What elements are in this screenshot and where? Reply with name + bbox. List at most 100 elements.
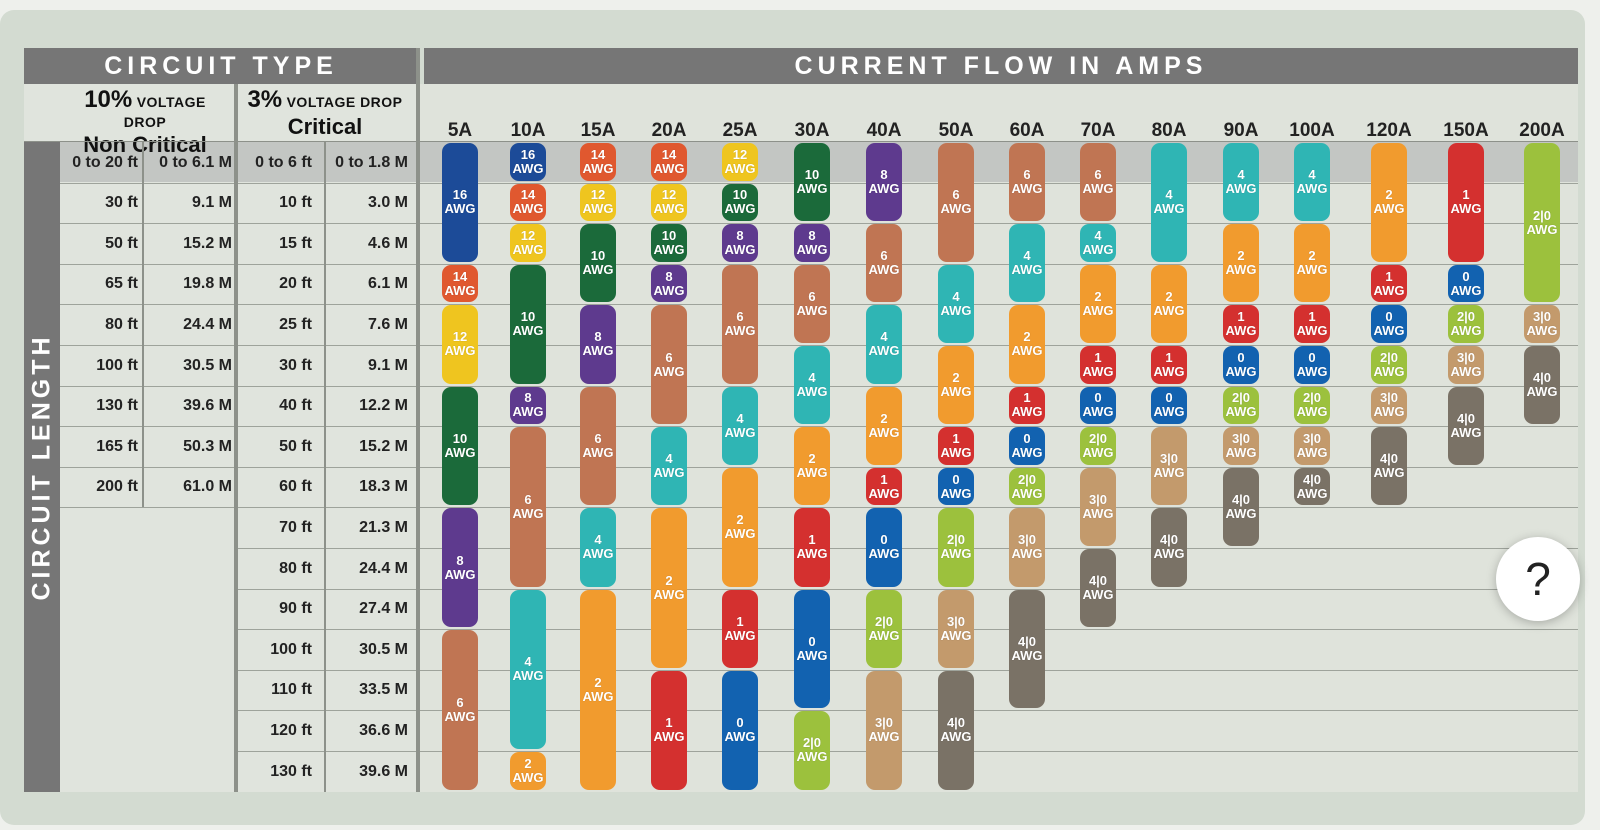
gauge-segment: 10 AWG	[442, 386, 478, 506]
gauge-segment: 4 AWG	[1009, 224, 1045, 303]
gauge-unit: AWG	[1011, 343, 1043, 359]
gauge-value: 4	[524, 654, 532, 670]
non-critical-label: Non Critical	[83, 132, 207, 157]
length-cell: 80 ft	[279, 559, 312, 577]
gauge-unit: AWG	[582, 262, 614, 278]
gauge-value: 2	[1308, 248, 1316, 264]
gauge-segment: 1 AWG	[1294, 305, 1330, 343]
length-cell: 24.4 M	[359, 559, 408, 577]
gauge-unit: AWG	[796, 181, 828, 197]
gauge-unit: AWG	[868, 262, 900, 278]
critical-label: Critical	[287, 114, 363, 139]
gauge-value: 4	[665, 451, 673, 467]
gauge-unit: AWG	[1153, 201, 1185, 217]
gauge-unit: AWG	[1225, 181, 1257, 197]
length-cell: 90 ft	[279, 600, 312, 618]
gauge-value: 3|0	[1456, 349, 1476, 365]
gauge-value: 2	[808, 451, 816, 467]
gauge-value: 8	[808, 227, 816, 243]
gauge-segment: 8 AWG	[442, 508, 478, 628]
gauge-segment: 6 AWG	[938, 143, 974, 262]
gauge-unit: AWG	[1526, 323, 1558, 339]
gauge-value: 3|0	[1379, 390, 1399, 406]
gauge-value: 10	[732, 187, 748, 203]
gauge-value: 4	[1023, 248, 1031, 264]
length-cell: 33.5 M	[359, 681, 408, 699]
gauge-value: 1	[1165, 349, 1173, 365]
gauge-value: 3|0	[1231, 430, 1251, 446]
gauge-value: 4|0	[1088, 573, 1108, 589]
gauge-unit: AWG	[512, 241, 544, 257]
gauge-segment: 8 AWG	[651, 264, 687, 303]
gauge-segment: 2 AWG	[1371, 143, 1407, 262]
gauge-unit: AWG	[1526, 221, 1558, 237]
gauge-unit: AWG	[1450, 201, 1482, 217]
gauge-unit: AWG	[1153, 465, 1185, 481]
gauge-segment: 1 AWG	[938, 427, 974, 465]
gauge-segment: 6 AWG	[866, 224, 902, 303]
length-cell: 9.1 M	[367, 356, 408, 374]
header-divider	[24, 141, 1578, 142]
gauge-segment: 4|0 AWG	[1371, 427, 1407, 506]
length-cell: 36.6 M	[359, 721, 408, 739]
gauge-unit: AWG	[868, 485, 900, 501]
gauge-segment: 2 AWG	[794, 427, 830, 506]
length-cell: 30 ft	[279, 356, 312, 374]
gauge-value: 4|0	[1302, 471, 1322, 487]
column-divider	[418, 48, 420, 792]
gauge-value: 4	[808, 370, 816, 386]
column-divider	[236, 84, 238, 792]
gauge-unit: AWG	[940, 384, 972, 400]
gauge-unit: AWG	[1450, 323, 1482, 339]
length-cell: 4.6 M	[367, 234, 408, 252]
gauge-segment: 2|0 AWG	[1294, 386, 1330, 425]
length-cell: 100 ft	[270, 640, 312, 658]
gauge-segment: 4|0 AWG	[1524, 346, 1560, 425]
length-cell: 60 ft	[279, 478, 312, 496]
gauge-unit: AWG	[653, 201, 685, 217]
gauge-value: 4	[1308, 167, 1316, 183]
gauge-segment: 12 AWG	[442, 305, 478, 384]
gauge-value: 1	[808, 532, 816, 548]
gauge-value: 2	[665, 573, 673, 589]
gauge-value: 1	[1023, 390, 1031, 406]
column-divider	[324, 142, 326, 792]
gauge-unit: AWG	[1011, 404, 1043, 420]
gauge-value: 14	[661, 146, 677, 162]
gauge-value: 1	[1094, 349, 1102, 365]
gauge-segment: 0 AWG	[722, 670, 758, 790]
help-button[interactable]: ?	[1496, 537, 1580, 621]
amp-header: 40A	[866, 120, 902, 141]
length-cell: 30.5 M	[183, 356, 232, 374]
gauge-segment: 0 AWG	[1223, 346, 1259, 384]
gauge-segment: 8 AWG	[580, 305, 616, 384]
gauge-value: 6	[1023, 167, 1031, 183]
gauge-value: 8	[594, 329, 602, 345]
row-divider	[60, 426, 1578, 428]
gauge-segment: 8 AWG	[866, 143, 902, 222]
gauge-unit: AWG	[1450, 282, 1482, 298]
length-cell: 50.3 M	[183, 437, 232, 455]
gauge-segment: 1 AWG	[866, 467, 902, 506]
gauge-value: 10	[804, 167, 820, 183]
gauge-value: 0	[808, 633, 816, 649]
gauge-segment: 6 AWG	[651, 305, 687, 425]
row-divider	[60, 507, 1578, 509]
gauge-value: 2	[524, 755, 532, 771]
length-cell: 15.2 M	[183, 234, 232, 252]
gauge-unit: AWG	[1082, 505, 1114, 521]
amp-header: 20A	[651, 120, 687, 141]
gauge-value: 4	[594, 532, 602, 548]
row-divider	[60, 223, 1578, 225]
length-cell: 15.2 M	[359, 437, 408, 455]
gauge-value: 0	[1385, 309, 1393, 325]
gauge-unit: AWG	[653, 363, 685, 379]
current-flow-header: CURRENT FLOW IN AMPS	[424, 48, 1578, 84]
amp-header: 30A	[794, 120, 830, 141]
length-cell: 15 ft	[279, 234, 312, 252]
gauge-value: 0	[1165, 390, 1173, 406]
gauge-segment: 6 AWG	[1009, 143, 1045, 222]
length-cell: 50 ft	[105, 234, 138, 252]
gauge-unit: AWG	[1296, 444, 1328, 460]
gauge-unit: AWG	[653, 282, 685, 298]
